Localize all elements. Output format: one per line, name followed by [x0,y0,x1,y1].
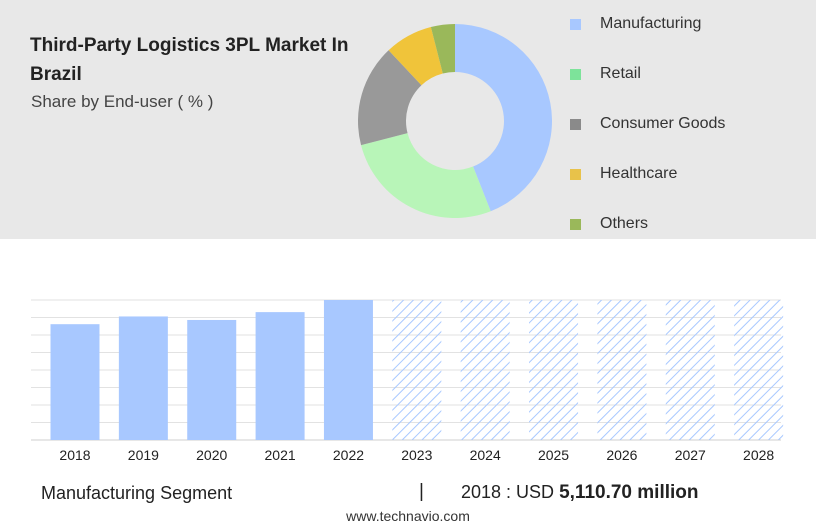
donut-slice-consumer-goods [357,50,422,146]
donut-slice-retail [361,133,491,219]
bar-2020 [187,319,237,440]
x-tick-label-2023: 2023 [401,447,432,463]
x-tick-label-2025: 2025 [538,447,569,463]
legend-swatch-manufacturing [570,18,581,30]
forecast-bar-2023 [392,300,442,440]
legend-swatch-others [570,218,581,230]
x-tick-label-2020: 2020 [196,447,227,463]
x-tick-label-2022: 2022 [333,447,364,463]
forecast-bar-2027 [665,300,715,440]
forecast-bar-2028 [734,300,784,440]
x-tick-label-2018: 2018 [59,447,90,463]
donut-slice-manufacturing [455,24,552,212]
forecast-bar-2025 [529,300,579,440]
bar-2018 [50,324,100,440]
segment-value-prefix: 2018 : USD [461,482,555,502]
legend-item-others: Others [570,211,800,237]
legend-item-healthcare: Healthcare [570,161,800,187]
legend-label-others: Others [600,215,649,232]
bar-2022 [323,300,373,440]
chart-subtitle: Share by End-user ( % ) [31,92,214,111]
source-link[interactable]: www.technavio.com [346,508,470,524]
legend-swatch-healthcare [570,168,581,180]
legend-label-consumer-goods: Consumer Goods [600,115,726,132]
footer-separator: | [419,481,424,502]
x-tick-label-2027: 2027 [675,447,706,463]
bar-2021 [255,312,305,440]
legend-item-manufacturing: Manufacturing [570,11,800,37]
legend-swatch-retail [570,68,581,80]
legend-label-healthcare: Healthcare [600,165,678,182]
x-tick-label-2026: 2026 [606,447,637,463]
legend-label-manufacturing: Manufacturing [600,15,702,32]
segment-value-amount: 5,110.70 million [559,482,699,503]
donut-chart [357,24,552,219]
segment-label: Manufacturing Segment [41,483,233,503]
legend-item-retail: Retail [570,61,800,87]
donut-slice-others [430,24,455,74]
x-tick-label-2024: 2024 [470,447,501,463]
chart-title: Third-Party Logistics 3PL Market In Braz… [30,35,349,85]
x-tick-label-2028: 2028 [743,447,774,463]
segment-value: 2018 : USD 5,110.70 million [461,482,699,504]
legend-swatch-consumer-goods [570,118,581,130]
x-tick-label-2019: 2019 [128,447,159,463]
donut-slice-healthcare [388,27,443,86]
forecast-bar-2024 [460,300,510,440]
forecast-bar-2026 [597,300,647,440]
x-tick-label-2021: 2021 [265,447,296,463]
legend-label-retail: Retail [600,65,641,82]
bar-2019 [118,316,168,440]
legend-item-consumer-goods: Consumer Goods [570,111,800,137]
